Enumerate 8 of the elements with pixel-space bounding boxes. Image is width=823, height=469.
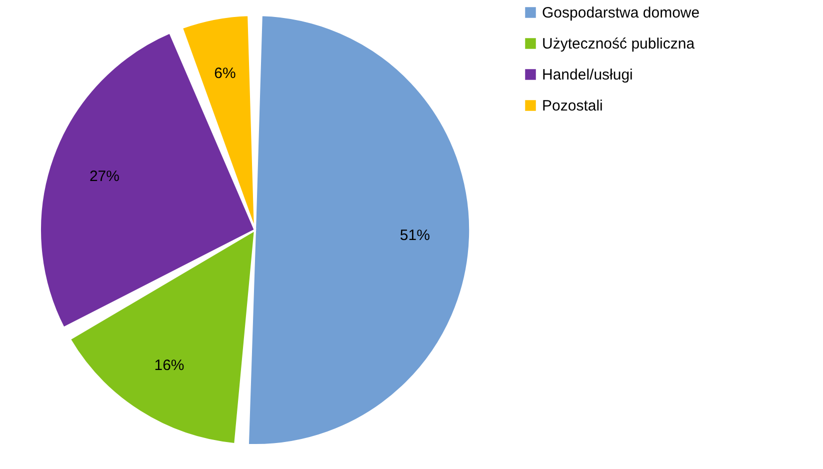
data-label: 6% xyxy=(214,64,236,82)
legend-label: Użyteczność publiczna xyxy=(542,36,696,52)
data-label: 16% xyxy=(154,357,184,374)
data-label: 27% xyxy=(89,168,120,185)
legend-label: Pozostali xyxy=(542,98,603,114)
data-label: 51% xyxy=(400,227,430,244)
legend-label: Handel/usługi xyxy=(542,66,633,84)
legend-label: Gospodarstwa domowe xyxy=(542,4,700,22)
